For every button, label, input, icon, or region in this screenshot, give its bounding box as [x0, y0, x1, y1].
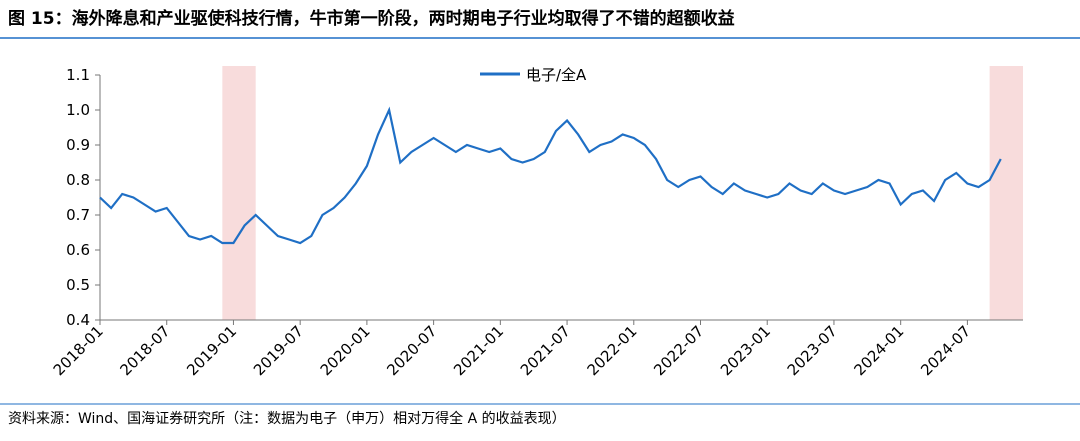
x-tick-label: 2019-01: [183, 322, 240, 379]
x-tick-label: 2024-07: [917, 322, 974, 379]
x-tick-label: 2019-07: [250, 322, 307, 379]
highlight-band: [989, 66, 1023, 320]
y-tick-label: 0.4: [66, 311, 90, 329]
x-tick-label: 2020-07: [383, 322, 440, 379]
x-tick-label: 2022-01: [584, 322, 641, 379]
highlight-band: [222, 66, 256, 320]
x-tick-label: 2021-07: [517, 322, 574, 379]
line-series: [99, 106, 1002, 245]
y-tick-label: 0.7: [66, 206, 90, 224]
y-tick-label: 0.5: [66, 276, 90, 294]
y-tick-label: 0.9: [66, 136, 90, 154]
y-tick-label: 1.1: [66, 66, 90, 84]
x-tick-label: 2020-01: [317, 322, 374, 379]
legend-label: 电子/全A: [526, 66, 587, 84]
y-tick-label: 1.0: [66, 101, 90, 119]
x-tick-label: 2018-01: [50, 322, 107, 379]
y-tick-label: 0.6: [66, 241, 90, 259]
chart-title: 图 15：海外降息和产业驱使科技行情，牛市第一阶段，两时期电子行业均取得了不错的…: [8, 8, 735, 29]
x-tick-label: 2024-01: [850, 322, 907, 379]
source: 资料来源：Wind、国海证券研究所（注：数据为电子（申万）相对万得全 A 的收益…: [8, 410, 566, 427]
x-tick-label: 2021-01: [450, 322, 507, 379]
y-tick-label: 0.8: [66, 171, 90, 189]
x-tick-label: 2018-07: [116, 322, 173, 379]
x-tick-label: 2023-07: [784, 322, 841, 379]
x-tick-label: 2023-01: [717, 322, 774, 379]
x-tick-label: 2022-07: [650, 322, 707, 379]
